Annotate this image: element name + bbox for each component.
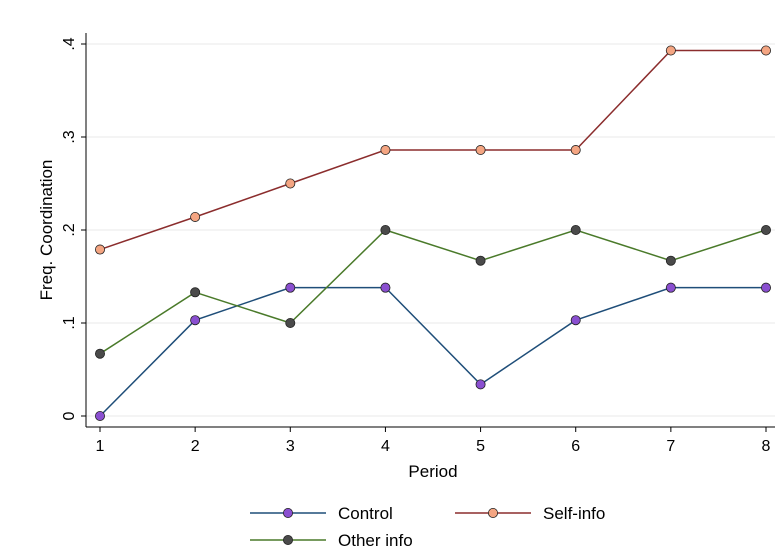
data-point (665, 282, 676, 293)
x-tick-label: 4 (381, 438, 390, 455)
data-point (761, 282, 772, 293)
legend-label: Other info (338, 531, 413, 550)
x-tick-label: 3 (286, 438, 295, 455)
legend-label: Control (338, 504, 393, 523)
x-tick-label: 2 (191, 438, 200, 455)
data-point (380, 145, 391, 156)
y-axis-title: Freq. Coordination (37, 160, 56, 301)
legend-marker (282, 535, 293, 546)
data-point (380, 282, 391, 293)
data-point (190, 315, 201, 326)
data-point (570, 224, 581, 235)
data-point (95, 348, 106, 359)
series-line (99, 286, 766, 417)
data-point (380, 224, 391, 235)
x-tick-label: 5 (476, 438, 485, 455)
data-point (761, 45, 772, 56)
data-point (570, 145, 581, 156)
series-control (95, 282, 772, 421)
x-axis-title: Period (408, 462, 457, 481)
data-point (761, 224, 772, 235)
data-point (285, 282, 296, 293)
legend-item: Other info (250, 531, 413, 550)
data-point (475, 379, 486, 390)
data-point (570, 315, 581, 326)
series-layer (95, 45, 772, 421)
x-tick-label: 8 (762, 438, 771, 455)
data-point (285, 178, 296, 189)
y-tick-label: .4 (61, 37, 78, 50)
legend-item: Self-info (455, 504, 605, 523)
legend: Control Self-info Other info (250, 504, 605, 550)
data-point (475, 255, 486, 266)
data-point (95, 410, 106, 421)
x-tick-label: 6 (571, 438, 580, 455)
data-point (285, 317, 296, 328)
legend-marker (282, 507, 293, 518)
axis-layer: 0 .1 .2 .3 .4 1 2 3 4 5 6 7 8 (61, 33, 775, 455)
series-self-info (95, 45, 772, 255)
x-tick-label: 1 (96, 438, 105, 455)
grid-layer (86, 33, 775, 427)
series-other-info (95, 224, 772, 359)
y-tick-label: 0 (61, 411, 78, 420)
legend-marker (487, 507, 498, 518)
series-line (99, 49, 766, 251)
data-point (665, 45, 676, 56)
data-point (190, 287, 201, 298)
data-point (190, 211, 201, 222)
y-tick-label: .2 (61, 223, 78, 236)
data-point (665, 255, 676, 266)
y-tick-label: .1 (61, 316, 78, 329)
y-tick-label: .3 (61, 130, 78, 143)
legend-item: Control (250, 504, 393, 523)
x-tick-label: 7 (666, 438, 675, 455)
data-point (475, 145, 486, 156)
series-line (99, 229, 767, 355)
data-point (95, 244, 106, 255)
legend-label: Self-info (543, 504, 605, 523)
